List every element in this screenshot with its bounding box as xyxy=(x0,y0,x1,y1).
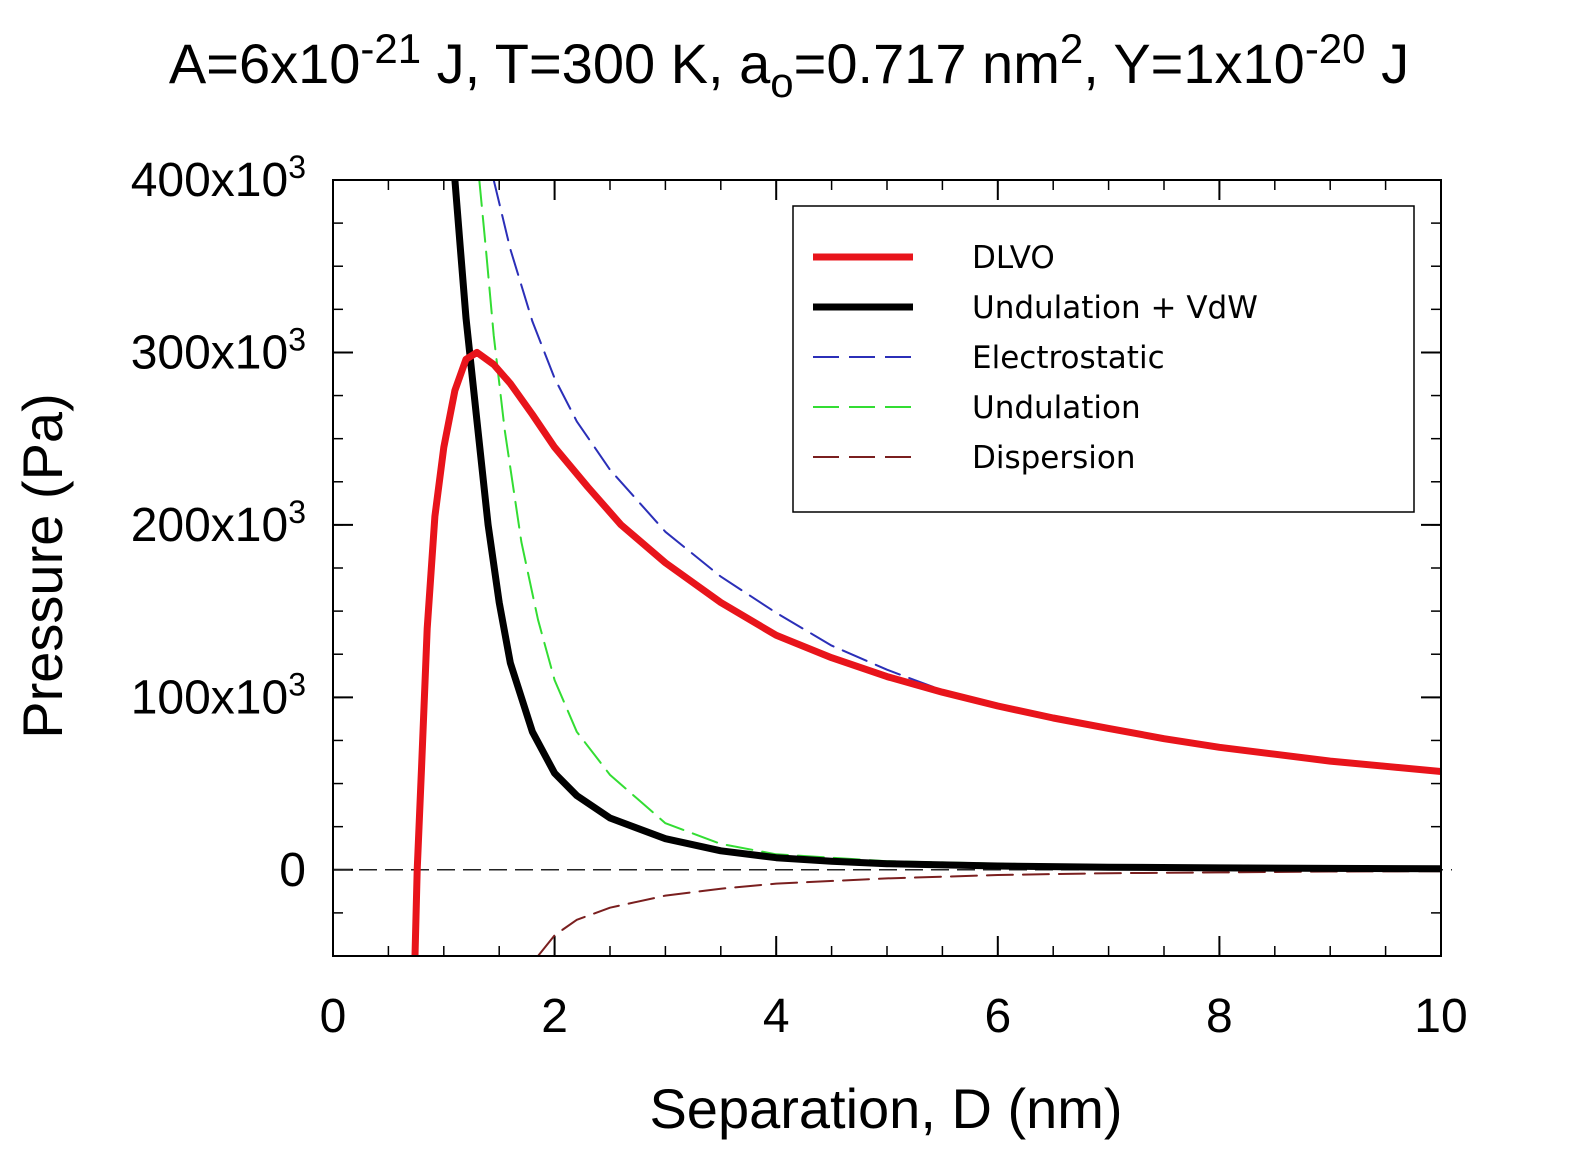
y-tick-label-base: 100x10 xyxy=(131,671,288,724)
series-line-dlvo xyxy=(411,348,1441,956)
chart-title: A=6x10-21 J, T=300 K, ao=0.717 nm2, Y=1x… xyxy=(169,25,1409,106)
y-tick-label-exp: 3 xyxy=(288,149,306,185)
title-part: , Y=1x10 xyxy=(1083,32,1305,95)
title-part: -20 xyxy=(1305,25,1366,72)
title-part: J xyxy=(1366,32,1410,95)
title-part: -21 xyxy=(360,25,421,72)
y-axis-label: Pressure (Pa) xyxy=(11,393,74,738)
y-tick-label: 0 xyxy=(279,844,306,897)
y-tick-label-base: 300x10 xyxy=(131,326,288,379)
y-tick-label-base: 400x10 xyxy=(131,154,288,207)
series-line-dispersion xyxy=(537,870,1441,956)
title-part: 2 xyxy=(1060,25,1083,72)
y-tick-label-exp: 3 xyxy=(288,494,306,530)
y-tick-label: 200x103 xyxy=(131,494,306,552)
x-tick-label: 4 xyxy=(763,990,790,1043)
title-part: o xyxy=(770,59,793,106)
x-axis-label: Separation, D (nm) xyxy=(649,1077,1122,1140)
legend-label: Electrostatic xyxy=(972,340,1165,376)
x-tick-label: 8 xyxy=(1206,990,1233,1043)
legend-label: DLVO xyxy=(972,240,1055,276)
plot-frame xyxy=(332,179,1442,957)
y-tick-label-exp: 3 xyxy=(288,666,306,702)
y-tick-label-base: 200x10 xyxy=(131,499,288,552)
legend-label: Undulation xyxy=(972,390,1141,426)
y-tick-label-base: 0 xyxy=(279,844,306,897)
legend: DLVO Undulation + VdW Electrostatic Undulat… xyxy=(792,205,1415,513)
legend-label: Undulation + VdW xyxy=(972,290,1258,326)
x-tick-label: 2 xyxy=(541,990,568,1043)
x-tick-label: 6 xyxy=(984,990,1011,1043)
y-tick-label: 300x103 xyxy=(131,321,306,379)
series-line-electrostatic xyxy=(492,180,1441,773)
title-part: =0.717 nm xyxy=(794,32,1060,95)
series-line-undulation-vdw xyxy=(451,180,1441,873)
legend-label: Dispersion xyxy=(972,440,1136,476)
y-tick-label: 100x103 xyxy=(131,666,306,724)
x-tick-label: 0 xyxy=(320,990,347,1043)
series-group xyxy=(411,180,1441,956)
y-tick-label-exp: 3 xyxy=(288,321,306,357)
title-part: J, T=300 K, a xyxy=(421,32,771,95)
y-tick-label: 400x103 xyxy=(131,149,306,207)
title-part: A=6x10 xyxy=(169,32,361,95)
x-tick-label: 10 xyxy=(1414,990,1467,1043)
